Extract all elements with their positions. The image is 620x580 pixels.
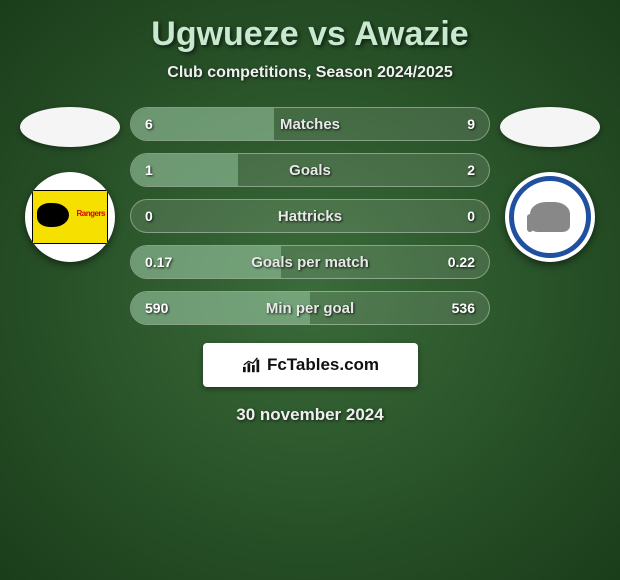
page-title: Ugwueze vs Awazie (10, 15, 610, 54)
left-player-column: Rangers (20, 107, 120, 262)
comparison-card: Ugwueze vs Awazie Club competitions, Sea… (0, 0, 620, 440)
stat-row: 0Hattricks0 (130, 199, 490, 233)
stat-value-right: 9 (467, 116, 475, 132)
panther-icon (37, 203, 69, 227)
date-label: 30 november 2024 (10, 405, 610, 425)
stat-label: Matches (131, 116, 489, 133)
left-player-silhouette (20, 107, 120, 147)
stat-row: 1Goals2 (130, 153, 490, 187)
subtitle: Club competitions, Season 2024/2025 (10, 64, 610, 82)
rangers-logo: Rangers (32, 190, 108, 244)
stat-value-right: 2 (467, 162, 475, 178)
stat-label: Hattricks (131, 208, 489, 225)
stat-label: Goals per match (131, 254, 489, 271)
right-player-column (500, 107, 600, 262)
stats-list: 6Matches9 1Goals2 0Hattricks0 0.17Goals per… (130, 107, 490, 325)
brand-text: FcTables.com (267, 355, 379, 375)
brand-badge[interactable]: FcTables.com (203, 343, 418, 387)
stat-label: Goals (131, 162, 489, 179)
elephant-icon (530, 202, 570, 232)
content-row: Rangers 6Matches9 1Goals2 0Hattricks0 0.17G… (10, 107, 610, 325)
stat-value-right: 0.22 (448, 254, 475, 270)
chart-icon (241, 356, 263, 374)
stat-value-right: 536 (452, 300, 475, 316)
rangers-text: Rangers (76, 209, 105, 218)
stat-value-right: 0 (467, 208, 475, 224)
stat-row: 6Matches9 (130, 107, 490, 141)
right-team-logo (505, 172, 595, 262)
enyimba-logo (509, 176, 591, 258)
stat-label: Min per goal (131, 300, 489, 317)
stat-row: 590Min per goal536 (130, 291, 490, 325)
left-team-logo: Rangers (25, 172, 115, 262)
right-player-silhouette (500, 107, 600, 147)
stat-row: 0.17Goals per match0.22 (130, 245, 490, 279)
